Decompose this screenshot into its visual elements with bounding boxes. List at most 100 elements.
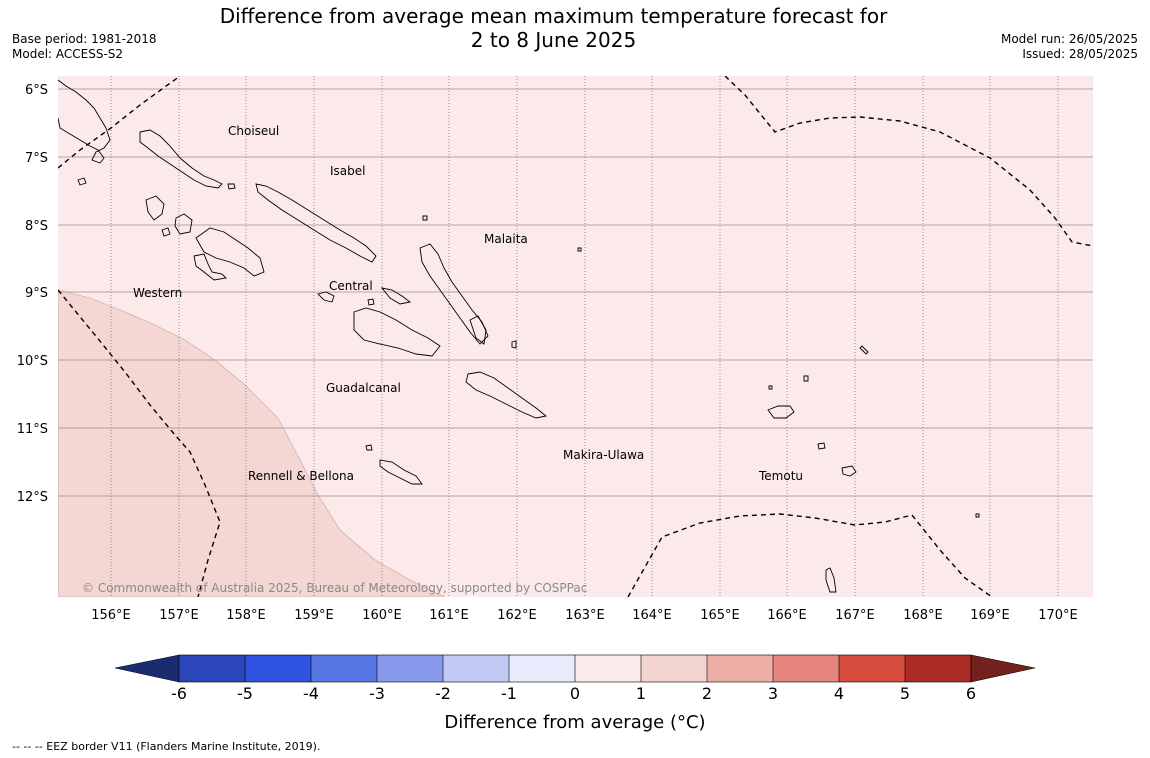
colorbar-bin (443, 655, 509, 682)
lon-label: 158°E (226, 608, 266, 623)
reef-islands (803, 375, 809, 382)
lon-label: 159°E (294, 608, 334, 623)
colorbar-tick-label: 5 (900, 684, 910, 703)
lon-label: 156°E (91, 608, 131, 623)
isabel-island (255, 183, 377, 263)
bellona-island (365, 444, 373, 451)
lon-label: 157°E (159, 608, 199, 623)
vella-lavella-island (145, 195, 165, 221)
lat-label: 9°S (25, 286, 48, 301)
duff-islet (768, 385, 773, 390)
colorbar-bin (905, 655, 971, 682)
colorbar-bin (245, 655, 311, 682)
russell-islands (317, 291, 335, 303)
colorbar-title: Difference from average (°C) (444, 712, 705, 733)
colorbar-tick-label: 4 (834, 684, 844, 703)
region-label-makira-ulawa: Makira-Ulawa (563, 448, 644, 462)
colorbar-tick-label: -3 (369, 684, 385, 703)
lon-label: 168°E (903, 608, 943, 623)
colorbar-bin (179, 655, 245, 682)
colorbar-tick-label: -2 (435, 684, 451, 703)
lat-label: 6°S (25, 83, 48, 98)
ontong-java-islet (422, 215, 428, 221)
colorbar-tick-label: 2 (702, 684, 712, 703)
colorbar-tick-label: 3 (768, 684, 778, 703)
eez-footnote: -- -- -- EEZ border V11 (Flanders Marine… (12, 740, 320, 753)
choiseul-islet (227, 183, 236, 190)
malaita-island (419, 243, 489, 345)
lon-label: 163°E (565, 608, 605, 623)
anuta-islet (859, 345, 869, 355)
zone-1-to-2 (58, 289, 446, 597)
colorbar-tick-label: -1 (501, 684, 517, 703)
map-title-line2: 2 to 8 June 2025 (470, 28, 637, 52)
guadalcanal-island (353, 307, 441, 357)
lat-label: 10°S (17, 354, 48, 369)
colorbar-bin (575, 655, 641, 682)
region-label-isabel: Isabel (330, 164, 365, 178)
tikopia-islet (975, 513, 980, 518)
lat-label: 7°S (25, 151, 48, 166)
new-georgia-island (195, 227, 265, 277)
florida-islands (380, 287, 412, 305)
gizo-island (161, 227, 171, 237)
makira-island (465, 371, 548, 419)
copyright-notice: © Commonwealth of Australia 2025, Bureau… (82, 581, 587, 595)
colorbar-bin (839, 655, 905, 682)
region-label-central: Central (329, 279, 373, 293)
small-malaita (469, 315, 487, 345)
colorbar-bin (311, 655, 377, 682)
lon-label: 161°E (429, 608, 469, 623)
lat-label: 12°S (17, 490, 48, 505)
lon-label: 162°E (497, 608, 537, 623)
model-text: Model: ACCESS-S2 (12, 47, 124, 61)
latitude-labels: 6°S 7°S 8°S 9°S 10°S 11°S 12°S (17, 83, 48, 505)
torres-islands (825, 567, 837, 593)
colorbar-bin (509, 655, 575, 682)
colorbar-tick-label: 6 (966, 684, 976, 703)
colorbar-tick-label: 1 (636, 684, 646, 703)
region-label-choiseul: Choiseul (228, 124, 279, 138)
vanikoro-island (841, 465, 857, 477)
colorbar-bin (377, 655, 443, 682)
colorbar: -6 -5 -4 -3 -2 -1 0 1 2 3 4 5 6 Differen… (114, 654, 1036, 733)
kolombangara-island (174, 213, 193, 235)
colorbar-tick-label: 0 (570, 684, 580, 703)
sikaiana-islet (577, 247, 582, 252)
lon-label: 169°E (970, 608, 1010, 623)
savo-island (367, 298, 375, 306)
model-run-text: Model run: 26/05/2025 (1000, 32, 1138, 46)
region-labels: Choiseul Isabel Malaita Western Central … (133, 124, 803, 483)
colorbar-bin (773, 655, 839, 682)
issued-text: Issued: 28/05/2025 (1022, 47, 1138, 61)
lon-label: 166°E (767, 608, 807, 623)
colorbar-high-extension (970, 654, 1036, 683)
utupua-island (817, 442, 826, 450)
colorbar-bin (707, 655, 773, 682)
lat-label: 8°S (25, 219, 48, 234)
lon-label: 160°E (362, 608, 402, 623)
lon-label: 165°E (700, 608, 740, 623)
colorbar-tick-label: -6 (171, 684, 187, 703)
island-outlines (58, 79, 980, 593)
region-label-western: Western (133, 286, 182, 300)
colorbar-tick-label: -4 (303, 684, 319, 703)
map-title-line1: Difference from average mean maximum tem… (219, 4, 888, 28)
colorbar-tick-label: -5 (237, 684, 253, 703)
colorbar-low-extension (114, 654, 180, 683)
lon-label: 164°E (632, 608, 672, 623)
longitude-labels: 156°E 157°E 158°E 159°E 160°E 161°E 162°… (91, 608, 1078, 623)
rendova-island (193, 253, 227, 281)
region-label-rennell-bellona: Rennell & Bellona (248, 469, 354, 483)
lon-label: 170°E (1038, 608, 1078, 623)
base-period-text: Base period: 1981-2018 (12, 32, 157, 46)
region-label-temotu: Temotu (758, 469, 803, 483)
santa-cruz-island (767, 405, 795, 419)
region-label-guadalcanal: Guadalcanal (326, 381, 401, 395)
rennell-island (379, 459, 423, 485)
eez-border (58, 76, 1093, 597)
colorbar-bin (641, 655, 707, 682)
lat-label: 11°S (17, 422, 48, 437)
bougainville-island (58, 79, 111, 164)
